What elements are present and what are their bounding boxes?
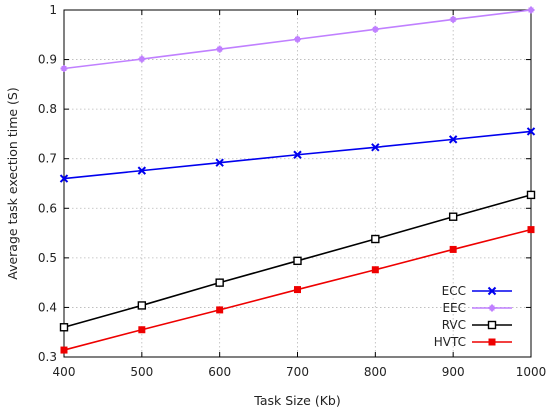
y-tick-label: 0.5 [38,251,57,265]
legend-item-ecc: ECC [442,284,512,298]
legend-marker-hvtc [488,338,496,346]
y-axis-label: Average task exection time (S) [5,87,20,279]
x-tick-label: 600 [208,365,231,379]
data-point-ecc [215,158,224,167]
legend-item-hvtc: HVTC [434,335,512,349]
y-tick-label: 0.8 [38,102,57,116]
data-point-hvtc [60,346,68,354]
data-point-eec-core [372,26,378,32]
x-tick-label: 900 [442,365,465,379]
data-point-eec [449,15,457,23]
data-point-ecc [293,150,302,159]
data-point-eec-core [295,36,300,42]
data-point-rvc [526,190,536,200]
data-point-eec-core [217,46,223,52]
legend-marker-rvc [487,320,497,330]
x-tick-label: 700 [286,365,309,379]
series-ecc [59,127,536,183]
data-point-rvc [371,234,380,244]
data-point-ecc-stroke [371,143,380,152]
data-point-ecc [526,127,536,136]
data-point-eec [138,55,146,63]
data-point-ecc-stroke [293,150,302,159]
legend-label-ecc: ECC [442,284,466,298]
x-tick-label: 500 [130,365,153,379]
data-point-ecc-stroke [526,127,536,136]
y-tick-label: 0.9 [38,53,57,67]
y-tick-label: 0.7 [38,152,57,166]
series-layer [59,6,536,354]
data-point-hvtc [371,266,379,274]
data-point-ecc [137,166,147,175]
data-point-ecc [59,174,69,183]
legend-marker-ecc [487,286,497,296]
data-point-ecc-stroke [137,166,147,175]
data-point-eec-core [61,65,67,71]
data-point-ecc-stroke [59,174,69,183]
data-point-rvc [59,323,69,332]
legend-marker-eec-core [489,305,495,311]
y-tick-label: 0.4 [38,300,57,314]
legend-marker-ecc-stroke [487,286,497,296]
legend-label-hvtc: HVTC [434,335,466,349]
data-point-eec [294,35,301,43]
legend-item-eec: EEC [442,301,512,315]
legend-marker-eec [488,304,496,312]
data-point-hvtc [138,326,146,334]
data-point-hvtc [294,286,301,294]
x-tick-label: 800 [364,365,387,379]
data-point-eec-core [528,7,534,13]
data-point-hvtc [527,226,535,234]
series-eec [60,6,535,72]
data-point-ecc-stroke [448,135,458,144]
data-point-eec-core [139,56,145,62]
data-point-eec [216,45,224,53]
y-tick-label: 0.3 [38,350,57,364]
data-point-eec [371,25,379,33]
data-point-rvc [215,278,224,287]
series-hvtc [60,226,535,354]
data-point-rvc [137,301,147,310]
axis-ticks: 400 500 600 700 800 900 1000 0.3 0.4 0.5 0.6 0.7 0.8… [38,3,546,379]
legend-item-rvc: RVC [442,318,512,332]
legend: ECC EEC RVC HVTC [434,284,512,349]
y-tick-label: 0.6 [38,201,57,215]
x-tick-label: 1000 [516,365,547,379]
y-tick-label: 1 [49,3,57,17]
data-point-rvc [448,212,458,221]
data-point-ecc [371,143,380,152]
data-point-rvc [293,256,302,266]
x-tick-label: 400 [53,365,76,379]
series-rvc [59,190,536,332]
data-point-hvtc [216,306,224,314]
x-axis-label: Task Size (Kb) [253,393,340,408]
legend-label-rvc: RVC [442,318,466,332]
data-point-eec [60,64,68,72]
data-point-eec-core [450,16,456,22]
data-point-ecc-stroke [215,158,224,167]
data-point-eec [527,6,535,14]
legend-label-eec: EEC [442,301,466,315]
data-point-ecc [448,135,458,144]
data-point-hvtc [449,245,457,253]
